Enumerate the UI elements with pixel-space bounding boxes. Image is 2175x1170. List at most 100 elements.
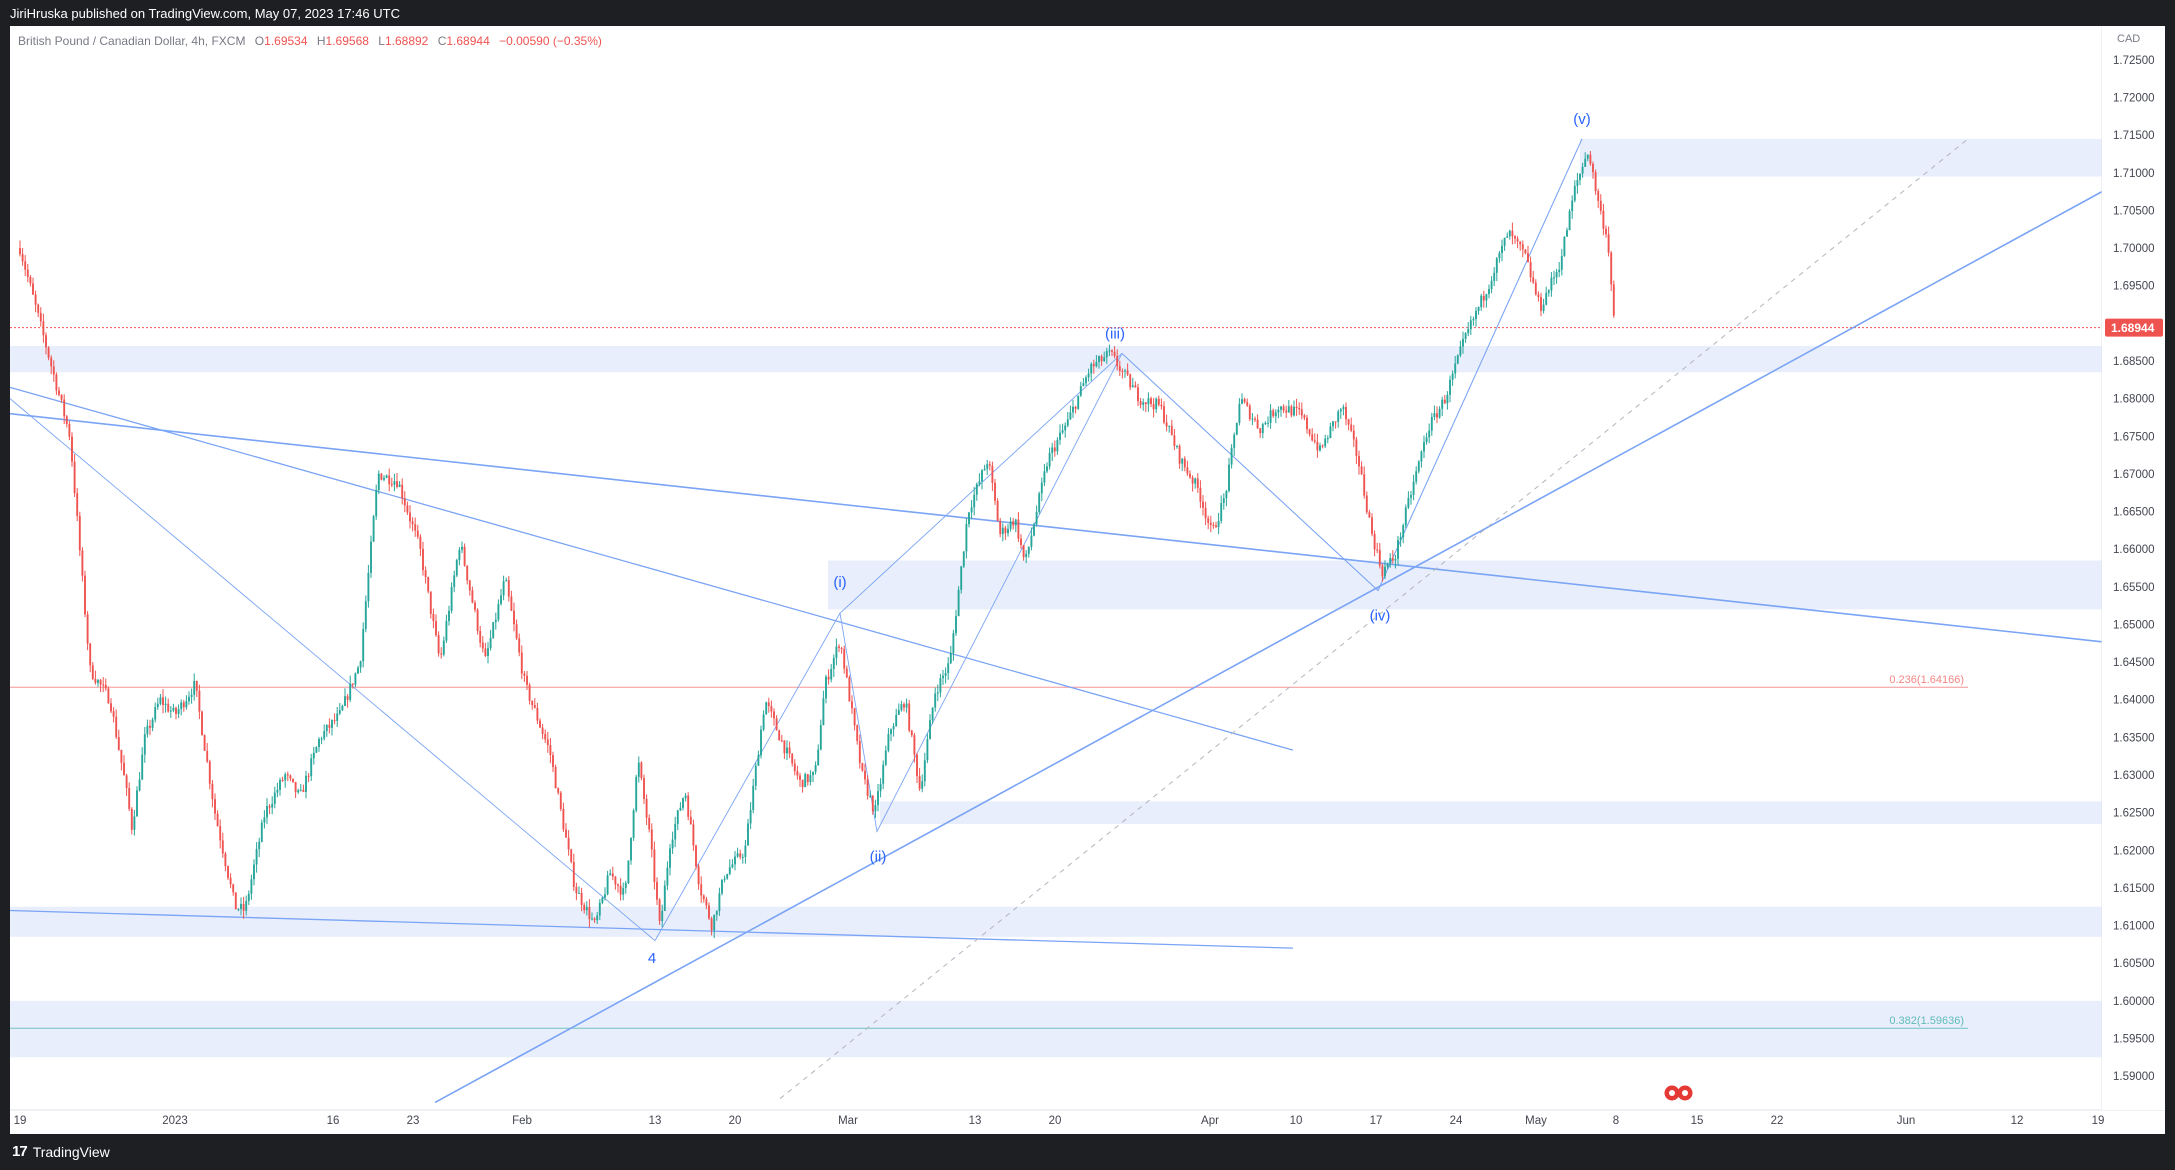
candle-body[interactable] bbox=[546, 739, 549, 745]
candle-body[interactable] bbox=[315, 747, 318, 753]
candle-body[interactable] bbox=[1542, 304, 1545, 311]
candle-body[interactable] bbox=[221, 840, 224, 854]
candle-body[interactable] bbox=[1183, 458, 1186, 468]
candle-body[interactable] bbox=[1386, 564, 1389, 567]
candle-body[interactable] bbox=[42, 321, 45, 336]
candle-body[interactable] bbox=[128, 788, 131, 809]
candle-body[interactable] bbox=[1295, 406, 1298, 408]
candle-body[interactable] bbox=[1282, 406, 1285, 411]
candle-body[interactable] bbox=[253, 864, 255, 880]
candle-body[interactable] bbox=[1503, 237, 1506, 246]
candle-body[interactable] bbox=[1027, 546, 1030, 554]
candle-body[interactable] bbox=[1228, 464, 1230, 491]
candle-body[interactable] bbox=[996, 500, 999, 521]
candle-body[interactable] bbox=[1254, 418, 1256, 420]
candle-body[interactable] bbox=[185, 701, 188, 708]
candle-body[interactable] bbox=[884, 750, 887, 765]
candle-body[interactable] bbox=[1241, 399, 1243, 404]
wave-label[interactable]: (ii) bbox=[870, 849, 887, 866]
candle-body[interactable] bbox=[216, 813, 219, 827]
candle-body[interactable] bbox=[112, 711, 115, 717]
candle-body[interactable] bbox=[1472, 319, 1475, 321]
candle-body[interactable] bbox=[877, 791, 879, 806]
sr-zone[interactable] bbox=[10, 1000, 2102, 1058]
candle-body[interactable] bbox=[700, 884, 703, 896]
candle-body[interactable] bbox=[500, 595, 502, 604]
candle-body[interactable] bbox=[1144, 402, 1147, 405]
candle-body[interactable] bbox=[484, 648, 487, 657]
candle-body[interactable] bbox=[68, 424, 71, 437]
candle-body[interactable] bbox=[1534, 282, 1537, 295]
candle-body[interactable] bbox=[427, 576, 430, 592]
candle-body[interactable] bbox=[47, 347, 50, 358]
candle-body[interactable] bbox=[593, 918, 596, 921]
candle-body[interactable] bbox=[1571, 200, 1574, 212]
candle-body[interactable] bbox=[526, 675, 528, 685]
candle-body[interactable] bbox=[1404, 507, 1407, 526]
candle-body[interactable] bbox=[1560, 255, 1563, 270]
candle-body[interactable] bbox=[611, 873, 614, 877]
candle-body[interactable] bbox=[1324, 438, 1327, 447]
candle-body[interactable] bbox=[942, 675, 944, 679]
candle-body[interactable] bbox=[1199, 487, 1202, 502]
candle-body[interactable] bbox=[169, 710, 172, 712]
candle-body[interactable] bbox=[338, 710, 341, 714]
candle-body[interactable] bbox=[848, 677, 851, 702]
candle-body[interactable] bbox=[1326, 438, 1329, 440]
candle-body[interactable] bbox=[346, 696, 349, 700]
candle-body[interactable] bbox=[1454, 363, 1457, 374]
candle-body[interactable] bbox=[793, 763, 796, 772]
candle-body[interactable] bbox=[1402, 525, 1405, 538]
candle-body[interactable] bbox=[333, 720, 336, 722]
candle-body[interactable] bbox=[1064, 425, 1067, 431]
candle-body[interactable] bbox=[973, 494, 976, 508]
candle-body[interactable] bbox=[656, 881, 658, 900]
candle-body[interactable] bbox=[310, 758, 313, 777]
candle-body[interactable] bbox=[1334, 421, 1337, 423]
candle-body[interactable] bbox=[752, 785, 755, 811]
candle-body[interactable] bbox=[1420, 451, 1423, 462]
candle-body[interactable] bbox=[1573, 185, 1576, 201]
candle-body[interactable] bbox=[983, 468, 986, 471]
candle-body[interactable] bbox=[1256, 419, 1259, 429]
candle-body[interactable] bbox=[635, 776, 638, 811]
candle-body[interactable] bbox=[1222, 498, 1225, 504]
candle-body[interactable] bbox=[440, 653, 443, 655]
candle-body[interactable] bbox=[609, 873, 612, 876]
candle-body[interactable] bbox=[260, 822, 263, 842]
candle-body[interactable] bbox=[1267, 422, 1269, 424]
candle-body[interactable] bbox=[143, 734, 146, 755]
candle-body[interactable] bbox=[177, 709, 180, 714]
candle-body[interactable] bbox=[193, 680, 196, 695]
candle-body[interactable] bbox=[250, 879, 253, 894]
candle-body[interactable] bbox=[788, 747, 791, 754]
candle-body[interactable] bbox=[1469, 320, 1472, 330]
candle-body[interactable] bbox=[463, 546, 466, 566]
candle-body[interactable] bbox=[819, 725, 822, 750]
candle-body[interactable] bbox=[1610, 252, 1613, 285]
candle-body[interactable] bbox=[198, 690, 201, 712]
candle-body[interactable] bbox=[970, 507, 973, 513]
candle-body[interactable] bbox=[1176, 445, 1178, 447]
trendline[interactable] bbox=[839, 353, 1123, 614]
candle-body[interactable] bbox=[806, 774, 809, 783]
candle-body[interactable] bbox=[754, 765, 757, 786]
candle-body[interactable] bbox=[1449, 379, 1451, 395]
candle-body[interactable] bbox=[734, 856, 736, 865]
candle-body[interactable] bbox=[1131, 385, 1134, 388]
candle-body[interactable] bbox=[1082, 383, 1085, 387]
candle-body[interactable] bbox=[1085, 377, 1087, 384]
candle-body[interactable] bbox=[874, 805, 877, 812]
candle-body[interactable] bbox=[1360, 466, 1363, 475]
candle-body[interactable] bbox=[479, 631, 482, 643]
candle-body[interactable] bbox=[853, 708, 856, 726]
candle-body[interactable] bbox=[1090, 363, 1093, 374]
candle-body[interactable] bbox=[1043, 471, 1046, 483]
candle-body[interactable] bbox=[1527, 253, 1529, 262]
candle-body[interactable] bbox=[1220, 503, 1223, 521]
candle-body[interactable] bbox=[318, 739, 320, 748]
candle-body[interactable] bbox=[1579, 173, 1581, 181]
candle-body[interactable] bbox=[1287, 406, 1290, 413]
candle-body[interactable] bbox=[115, 716, 118, 738]
candle-body[interactable] bbox=[965, 524, 968, 552]
